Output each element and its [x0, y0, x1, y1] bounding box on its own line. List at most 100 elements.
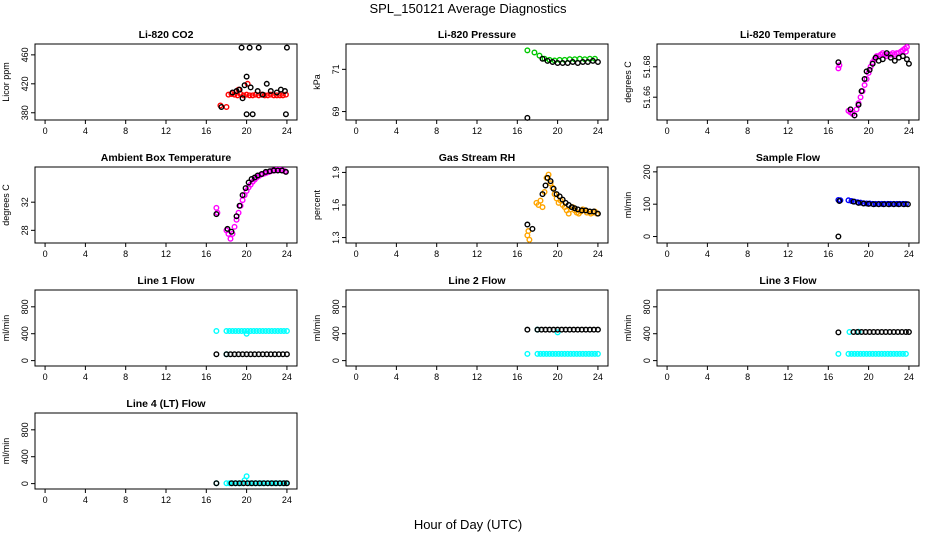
panel-p1: Li-820 CO2 0 4 8 12 16 20 24 380 420 460 Licor ppm: [1, 29, 298, 136]
data-point: [891, 57, 898, 64]
data-point: [836, 62, 843, 69]
data-point: [273, 89, 280, 96]
data-point: [224, 225, 231, 232]
x-axis-title: Hour of Day (UTC): [413, 517, 523, 532]
data-point: [244, 80, 251, 87]
y-tick-label: 380: [20, 105, 30, 120]
data-point: [875, 350, 882, 357]
data-point: [905, 329, 912, 336]
x-tick-label: 12: [161, 126, 171, 136]
x-tick-label: 12: [472, 249, 482, 259]
data-point: [235, 328, 242, 335]
y-tick-label: 1.3: [331, 231, 341, 244]
data-point: [879, 56, 886, 63]
plot-frame: [34, 412, 298, 490]
x-tick-label: 4: [83, 126, 88, 136]
data-point: [524, 350, 531, 357]
data-point: [243, 473, 250, 480]
data-point: [256, 328, 263, 335]
x-tick-label: 0: [43, 495, 48, 505]
data-point: [536, 52, 543, 59]
data-point: [228, 228, 235, 235]
data-point: [893, 350, 900, 357]
data-point: [238, 328, 245, 335]
x-tick-label: 0: [354, 372, 359, 382]
x-tick-label: 0: [665, 126, 670, 136]
x-tick-label: 4: [394, 126, 399, 136]
data-point: [902, 48, 909, 55]
data-point: [883, 50, 890, 57]
data-point: [847, 106, 854, 113]
data-point: [564, 350, 571, 357]
x-tick-label: 20: [553, 372, 563, 382]
x-tick-label: 24: [282, 249, 292, 259]
data-point: [835, 350, 842, 357]
data-point: [902, 329, 909, 336]
x-tick-label: 20: [864, 249, 874, 259]
data-point: [567, 350, 574, 357]
series-mean: [835, 197, 911, 240]
panel-title: Line 4 (LT) Flow: [126, 398, 206, 410]
data-point: [245, 179, 252, 186]
data-point: [905, 60, 912, 67]
data-point: [552, 350, 559, 357]
data-point: [250, 328, 257, 335]
series-mean: [218, 44, 290, 118]
data-point: [896, 350, 903, 357]
series-median: [524, 171, 600, 243]
data-point: [247, 84, 254, 91]
panel-p7: Line 1 Flow 0 4 8 12 16 20 24 0 400 800 ml/min: [1, 275, 298, 382]
x-tick-label: 20: [242, 372, 252, 382]
data-point: [213, 204, 220, 211]
data-point: [240, 92, 247, 99]
x-tick-label: 24: [904, 126, 914, 136]
x-tick-label: 8: [745, 249, 750, 259]
data-point: [858, 88, 865, 95]
data-point: [270, 480, 277, 487]
data-point: [537, 197, 544, 204]
x-tick-label: 24: [593, 249, 603, 259]
data-point: [231, 223, 238, 230]
x-tick-label: 16: [512, 372, 522, 382]
data-point: [213, 351, 220, 358]
y-axis-label: kPa: [312, 74, 322, 90]
panel-title: Gas Stream RH: [439, 152, 515, 164]
x-tick-label: 16: [823, 126, 833, 136]
y-tick-label: 400: [20, 326, 30, 341]
x-tick-label: 8: [434, 372, 439, 382]
data-point: [280, 480, 287, 487]
x-tick-label: 24: [282, 495, 292, 505]
data-point: [890, 201, 897, 208]
data-point: [227, 235, 234, 242]
y-axis-label: degrees C: [623, 61, 633, 103]
data-point: [866, 350, 873, 357]
data-point: [243, 91, 250, 98]
x-tick-label: 8: [123, 249, 128, 259]
panel-title: Line 2 Flow: [448, 275, 506, 287]
y-tick-label: 0: [642, 358, 652, 363]
y-tick-label: 420: [20, 76, 30, 91]
x-tick-label: 24: [904, 372, 914, 382]
x-tick-label: 0: [665, 372, 670, 382]
data-point: [267, 91, 274, 98]
data-point: [584, 58, 591, 65]
x-tick-label: 20: [553, 126, 563, 136]
x-tick-label: 16: [201, 372, 211, 382]
data-point: [574, 60, 581, 67]
data-point: [887, 350, 894, 357]
x-tick-label: 16: [201, 126, 211, 136]
data-point: [854, 350, 861, 357]
y-tick-label: 460: [20, 47, 30, 62]
data-point: [271, 328, 278, 335]
y-tick-label: 0: [642, 234, 652, 239]
data-point: [564, 60, 571, 67]
y-axis-label: ml/min: [312, 315, 322, 342]
data-point: [588, 350, 595, 357]
x-tick-label: 4: [705, 249, 710, 259]
data-point: [540, 350, 547, 357]
data-point: [861, 82, 868, 89]
data-point: [233, 213, 240, 220]
data-point: [534, 350, 541, 357]
data-point: [569, 58, 576, 65]
